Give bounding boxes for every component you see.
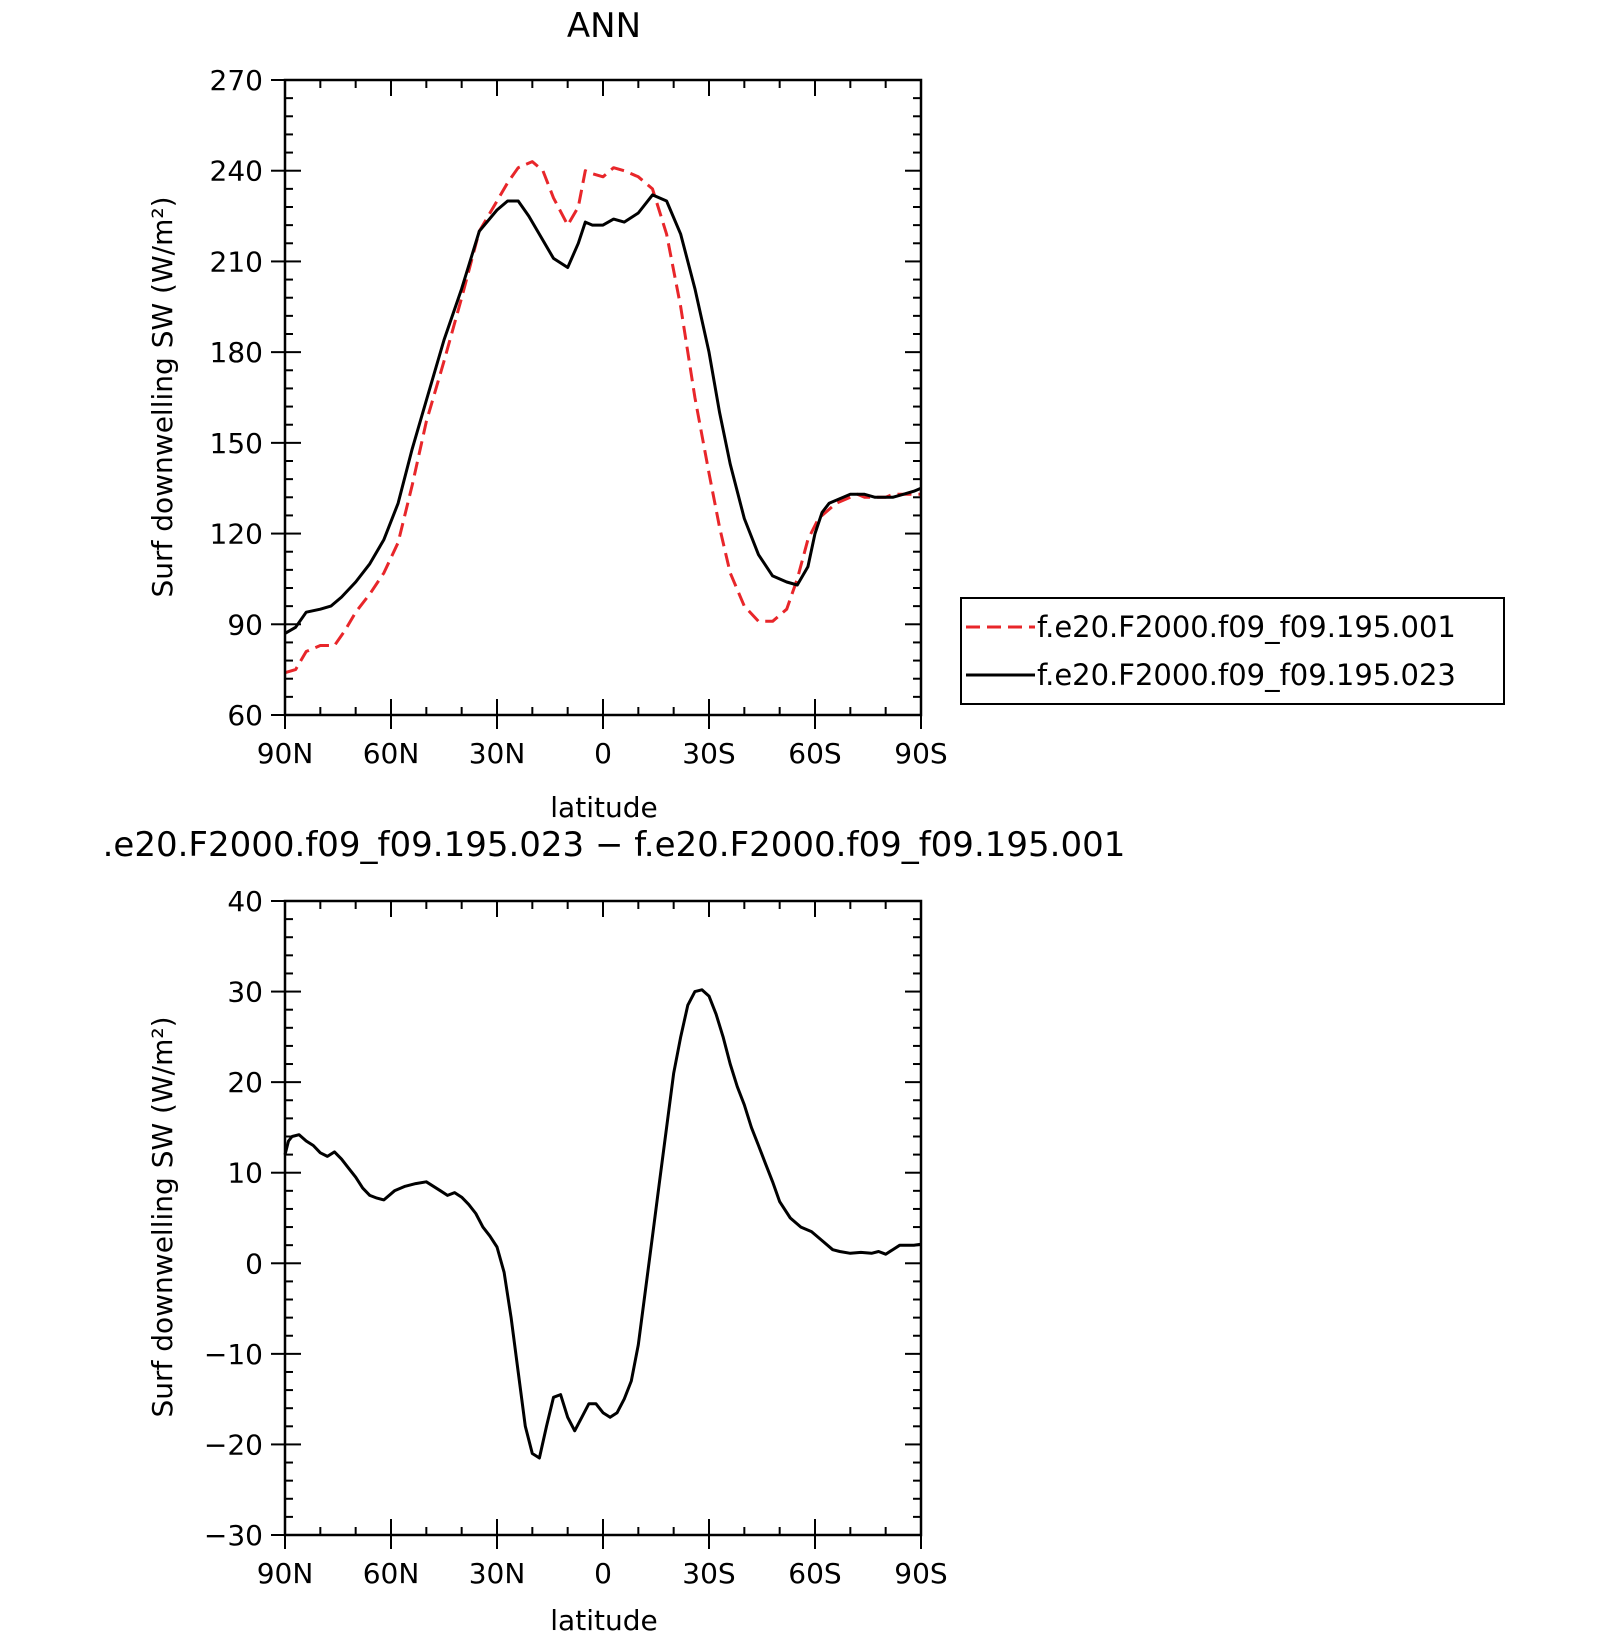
bottom-y-tick-label: 20 bbox=[227, 1066, 263, 1099]
top-panel-xlabel: latitude bbox=[550, 791, 657, 824]
top-y-tick-label: 270 bbox=[210, 64, 263, 97]
legend-box bbox=[960, 597, 1505, 705]
bottom-y-tick-label: −30 bbox=[204, 1519, 263, 1552]
bottom-panel-title: .e20.F2000.f09_f09.195.023 − f.e20.F2000… bbox=[103, 825, 1126, 865]
top-panel: ANN 90N 60N 30N 0 30S 60S 90S 60 90 120 150 180 210 2… bbox=[146, 6, 1505, 824]
bottom-x-tick-label: 0 bbox=[594, 1557, 612, 1590]
top-panel-title: ANN bbox=[567, 6, 641, 46]
top-x-tick-label: 30S bbox=[682, 737, 735, 770]
top-x-tick-label: 0 bbox=[594, 737, 612, 770]
bottom-y-tick-label: −10 bbox=[204, 1338, 263, 1371]
legend-label-001: f.e20.F2000.f09_f09.195.001 bbox=[1037, 610, 1456, 644]
top-panel-tick-labels: 90N 60N 30N 0 30S 60S 90S 60 90 120 150 180 210 240 27… bbox=[210, 64, 948, 770]
top-panel-series bbox=[284, 160, 922, 675]
bottom-y-tick-label: 30 bbox=[227, 976, 263, 1009]
top-y-tick-label: 180 bbox=[210, 336, 263, 369]
top-x-tick-label: 60N bbox=[363, 737, 420, 770]
bottom-panel-xlabel: latitude bbox=[550, 1604, 657, 1635]
top-y-tick-label: 150 bbox=[210, 427, 263, 460]
top-y-tick-label: 60 bbox=[227, 699, 263, 732]
bottom-x-tick-label: 90N bbox=[257, 1557, 314, 1590]
bottom-x-tick-label: 60N bbox=[363, 1557, 420, 1590]
bottom-panel-frame bbox=[283, 899, 923, 1537]
bottom-y-tick-label: −20 bbox=[204, 1428, 263, 1461]
bottom-y-tick-label: 40 bbox=[227, 885, 263, 918]
top-x-tick-label: 90N bbox=[257, 737, 314, 770]
bottom-y-tick-label: 0 bbox=[245, 1247, 263, 1280]
top-y-tick-label: 210 bbox=[210, 245, 263, 278]
bottom-panel-series bbox=[283, 988, 922, 1460]
bottom-panel-tick-labels: 90N 60N 30N 0 30S 60S 90S −30 −20 −10 0 10 20 30 40 bbox=[204, 885, 948, 1590]
top-x-tick-label: 60S bbox=[788, 737, 841, 770]
bottom-series-line-0 bbox=[283, 988, 922, 1460]
top-x-tick-label: 90S bbox=[894, 737, 947, 770]
top-x-tick-label: 30N bbox=[469, 737, 526, 770]
top-panel-ylabel: Surf downwelling SW (W/m²) bbox=[146, 196, 179, 597]
bottom-panel: .e20.F2000.f09_f09.195.023 − f.e20.F2000… bbox=[103, 825, 1126, 1635]
bottom-x-tick-label: 30N bbox=[469, 1557, 526, 1590]
top-panel-frame bbox=[283, 78, 923, 717]
bottom-x-tick-label: 30S bbox=[682, 1557, 735, 1590]
bottom-y-tick-label: 10 bbox=[227, 1157, 263, 1190]
top-y-tick-label: 120 bbox=[210, 518, 263, 551]
legend: f.e20.F2000.f09_f09.195.001 f.e20.F2000.… bbox=[960, 597, 1505, 705]
bottom-panel-ticks bbox=[271, 900, 922, 1549]
top-series-line-1 bbox=[284, 193, 922, 635]
top-y-tick-label: 240 bbox=[210, 155, 263, 188]
bottom-x-tick-label: 90S bbox=[894, 1557, 947, 1590]
bottom-panel-ylabel: Surf downwelling SW (W/m²) bbox=[146, 1016, 179, 1417]
top-y-tick-label: 90 bbox=[227, 608, 263, 641]
bottom-x-tick-label: 60S bbox=[788, 1557, 841, 1590]
top-panel-ticks bbox=[271, 79, 922, 729]
legend-label-023: f.e20.F2000.f09_f09.195.023 bbox=[1037, 658, 1456, 692]
top-series-line-0 bbox=[284, 160, 921, 675]
